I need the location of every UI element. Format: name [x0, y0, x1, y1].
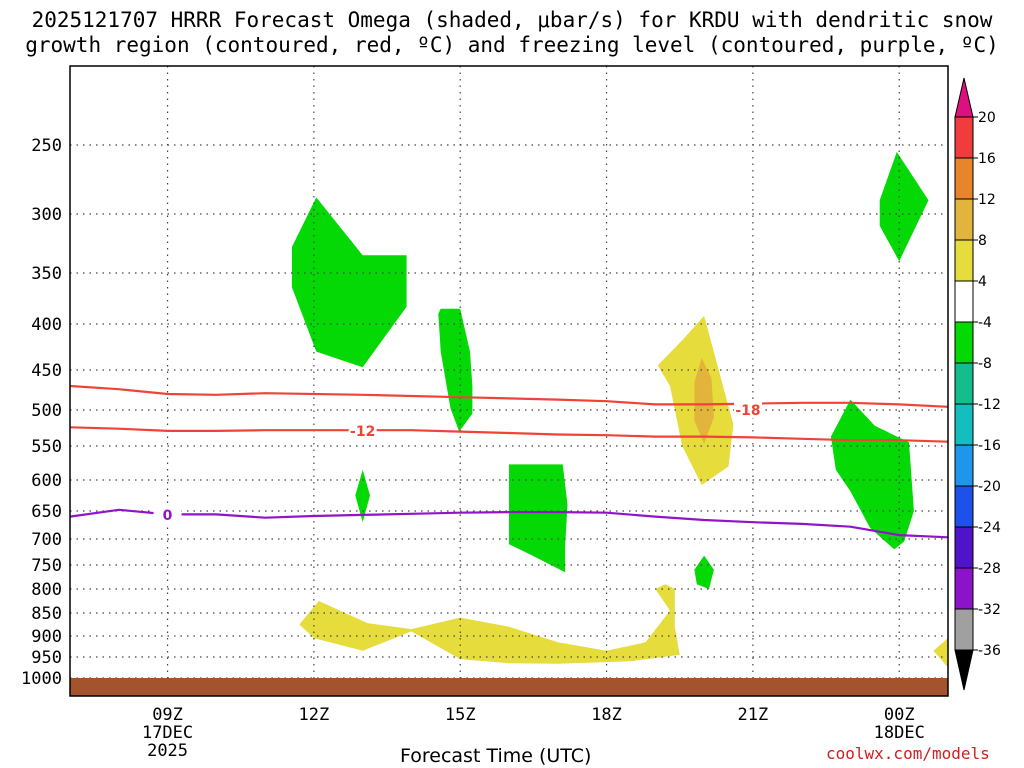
y-tick-label-300: 300	[31, 205, 62, 225]
colorbar-bin	[954, 321, 974, 364]
colorbar-label: 12	[978, 192, 996, 208]
colorbar-bin	[954, 444, 974, 487]
ground-surface	[70, 678, 948, 696]
y-tick-label-1000: 1000	[21, 669, 62, 689]
omega-colorbar: 20 16 12 8 4 -4 -8 -12 -16 -20 -24 -28 -32 -36	[954, 77, 1001, 691]
y-tick-label-950: 950	[31, 648, 62, 668]
omega-region-k	[933, 638, 948, 668]
omega-region-i	[694, 358, 714, 444]
colorbar-label: -4	[978, 315, 992, 331]
colorbar-label: -28	[978, 561, 1001, 577]
omega-region-e	[830, 399, 914, 550]
colorbar-bin	[954, 116, 974, 159]
y-tick-label-800: 800	[31, 580, 62, 600]
credit-link[interactable]: coolwx.com/models	[826, 744, 990, 763]
y-tick-label-450: 450	[31, 361, 62, 381]
colorbar-label: -24	[978, 520, 1001, 536]
colorbar-label: -16	[978, 438, 1001, 454]
x-tick-label-09z: 09Z	[152, 705, 183, 725]
x-tick-date-09z: 17DEC	[142, 723, 193, 743]
colorbar-label: -12	[978, 397, 1001, 413]
contour-label-0: 0	[163, 508, 173, 524]
colorbar-top-arrow	[954, 77, 974, 118]
colorbar-bin	[954, 608, 974, 651]
x-axis-title: Forecast Time (UTC)	[400, 745, 592, 767]
omega-region-a	[291, 197, 407, 368]
y-tick-label-750: 750	[31, 556, 62, 576]
y-tick-label-500: 500	[31, 401, 62, 421]
x-tick-label-00z: 00Z	[884, 705, 915, 725]
x-tick-date-00z: 18DEC	[874, 723, 925, 743]
y-tick-label-700: 700	[31, 530, 62, 550]
omega-region-j	[299, 584, 680, 664]
contour-label--12: -12	[350, 424, 375, 440]
y-tick-label-600: 600	[31, 471, 62, 491]
colorbar-label: -36	[978, 643, 1001, 659]
colorbar-bin	[954, 403, 974, 446]
colorbar-bin	[954, 280, 974, 323]
y-tick-label-550: 550	[31, 437, 62, 457]
colorbar-label: 16	[978, 151, 996, 167]
y-axis-labels: 250 300 350 400 450 500 550 600 650 700 750 800 850 9…	[21, 136, 62, 689]
omega-region-g	[694, 555, 714, 589]
colorbar-bin	[954, 526, 974, 569]
y-tick-label-350: 350	[31, 264, 62, 284]
contour-layer: -18 -12 0	[69, 384, 949, 539]
colorbar-label: 20	[978, 110, 996, 126]
chart-title-line-1: 2025121707 HRRR Forecast Omega (shaded, …	[31, 8, 993, 32]
colorbar-bin	[954, 198, 974, 241]
contour-label-bg-0	[153, 506, 182, 523]
y-tick-label-850: 850	[31, 604, 62, 624]
y-tick-label-650: 650	[31, 502, 62, 522]
omega-shading-layer	[291, 151, 948, 668]
y-tick-label-400: 400	[31, 315, 62, 335]
colorbar-label: 4	[978, 274, 987, 290]
contour-label-bg--18	[734, 402, 763, 418]
colorbar-bin	[954, 567, 974, 610]
x-tick-year-09z: 2025	[147, 741, 188, 761]
contour-label-bg--12	[348, 422, 377, 439]
contour-label--18: -18	[735, 403, 760, 419]
omega-region-f	[879, 151, 929, 262]
x-tick-label-18z: 18Z	[591, 705, 622, 725]
colorbar-bin	[954, 157, 974, 200]
chart-title-line-2: growth region (contoured, red, ºC) and f…	[25, 33, 999, 57]
omega-region-c	[355, 469, 370, 523]
colorbar-label: 8	[978, 233, 987, 249]
colorbar-bottom-arrow	[954, 649, 974, 691]
x-tick-label-12z: 12Z	[299, 705, 330, 725]
grid-layer	[70, 66, 948, 696]
colorbar-bin	[954, 485, 974, 528]
y-tick-label-900: 900	[31, 627, 62, 647]
x-tick-label-15z: 15Z	[445, 705, 476, 725]
omega-region-d	[509, 464, 568, 573]
colorbar-bin	[954, 239, 974, 282]
colorbar-label: -8	[978, 356, 992, 372]
contour-line--12	[69, 426, 949, 443]
plot-frame	[69, 65, 949, 697]
contour-line-0	[69, 508, 949, 539]
omega-region-b	[438, 308, 473, 432]
colorbar-label: -20	[978, 479, 1001, 495]
colorbar-label: -32	[978, 602, 1001, 618]
y-tick-label-250: 250	[31, 136, 62, 156]
contour-line--18	[69, 384, 949, 408]
colorbar-bin	[954, 362, 974, 405]
x-tick-label-21z: 21Z	[738, 705, 769, 725]
